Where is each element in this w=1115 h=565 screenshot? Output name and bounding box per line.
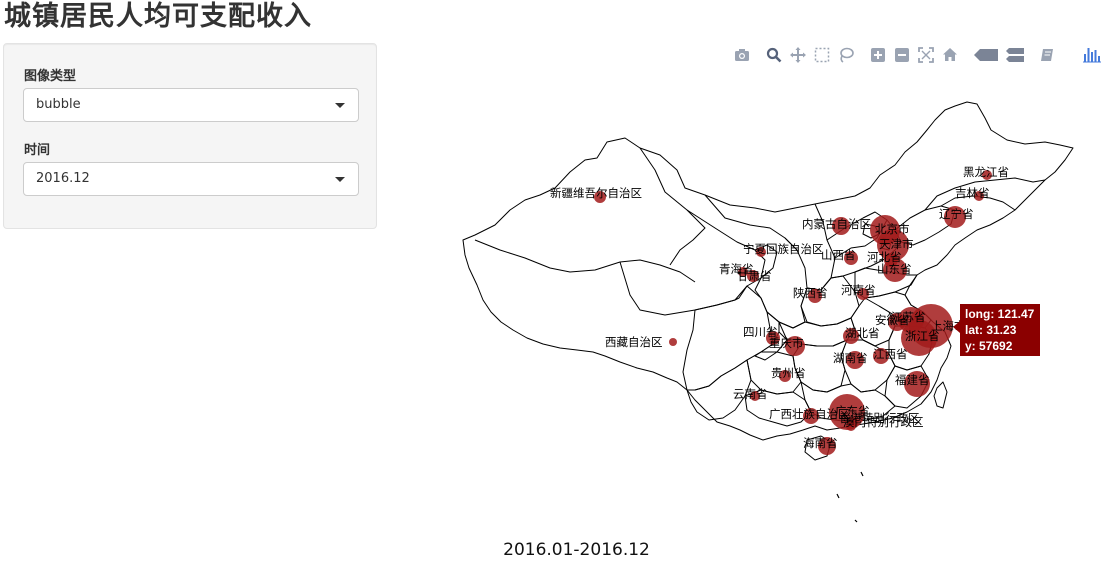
- pan-icon[interactable]: [789, 46, 807, 64]
- china-map[interactable]: 新疆维吾尔自治区西藏自治区 内蒙古自治区 黑龙江省吉林省辽宁省北京市 天津市 河北省 山西…: [455, 100, 1095, 523]
- chevron-down-icon: [335, 103, 345, 108]
- bubble-23[interactable]: [901, 320, 937, 356]
- hover-tooltip: long: 121.47 lat: 31.23 y: 57692: [960, 304, 1040, 356]
- period-label: 2016.01-2016.12: [503, 540, 650, 560]
- province-label: 澳门特别行政区: [843, 415, 924, 429]
- bubble-11[interactable]: [883, 258, 907, 282]
- bubble-25[interactable]: [873, 348, 889, 364]
- bubble-24[interactable]: [846, 351, 864, 369]
- province-label: 香港特别行政区: [839, 411, 920, 425]
- province-label: 云南省: [733, 387, 768, 401]
- province-label: 河南省: [841, 283, 876, 297]
- time-label: 时间: [24, 143, 51, 158]
- hover-compare-icon[interactable]: [1005, 46, 1025, 64]
- province-label: 江苏省: [891, 310, 926, 324]
- time-select[interactable]: 2016.12: [23, 162, 359, 196]
- province-label: 广东省: [835, 404, 870, 418]
- bubble-1[interactable]: [594, 191, 606, 203]
- province-label: 西藏自治区: [605, 335, 663, 349]
- province-label: 湖北省: [845, 326, 880, 340]
- province-label: 吉林省: [955, 186, 990, 200]
- zoom-in-icon[interactable]: [869, 46, 887, 64]
- bubble-12[interactable]: [756, 247, 766, 257]
- zoom-out-icon[interactable]: [893, 46, 911, 64]
- bubble-33[interactable]: [818, 437, 836, 455]
- hover-closest-icon[interactable]: [973, 46, 999, 64]
- box-select-icon[interactable]: [813, 46, 831, 64]
- province-label: 内蒙古自治区: [802, 217, 871, 231]
- chevron-down-icon: [335, 177, 345, 182]
- bubble-10[interactable]: [844, 251, 858, 265]
- province-label: 湖南省: [833, 351, 868, 365]
- page-title: 城镇居民人均可支配收入: [4, 1, 312, 32]
- bubble-27[interactable]: [750, 391, 760, 401]
- province-label: 黑龙江省: [963, 165, 1009, 179]
- zoom-icon[interactable]: [765, 46, 783, 64]
- bubble-6[interactable]: [944, 206, 966, 228]
- province-label: 贵州省: [771, 366, 806, 380]
- bubble-13[interactable]: [738, 267, 748, 277]
- bubble-28[interactable]: [904, 371, 930, 397]
- province-label: 青海省: [719, 262, 754, 276]
- province-label: 重庆市: [769, 336, 804, 350]
- province-label: 山西省: [821, 248, 856, 262]
- province-label: 江西省: [873, 347, 908, 361]
- bubble-19[interactable]: [843, 328, 859, 344]
- bubble-18[interactable]: [785, 336, 805, 356]
- province-label: 甘肃省: [737, 269, 772, 283]
- province-label: 天津市: [879, 237, 914, 251]
- province-label: 广西壮族自治区: [769, 407, 850, 421]
- bubble-29[interactable]: [803, 408, 819, 424]
- tooltip-y: y: 57692: [965, 339, 1013, 353]
- tooltip-long: long: 121.47: [965, 307, 1035, 321]
- province-label: 山东省: [877, 262, 912, 276]
- bubble-32[interactable]: [846, 421, 856, 431]
- province-label: 安徽省: [875, 313, 910, 327]
- province-label: 河北省: [867, 250, 902, 264]
- chart-type-value: bubble: [36, 97, 81, 112]
- bubble-8[interactable]: [877, 229, 909, 261]
- bubble-layer: [594, 170, 992, 455]
- autoscale-icon[interactable]: [917, 46, 935, 64]
- time-value: 2016.12: [36, 171, 90, 186]
- bubble-5[interactable]: [974, 191, 984, 201]
- control-panel: 图像类型 bubble 时间 2016.12: [3, 43, 377, 229]
- province-label: 宁夏回族自治区: [743, 242, 824, 256]
- lasso-icon[interactable]: [837, 46, 855, 64]
- bubble-26[interactable]: [779, 370, 791, 382]
- bubble-17[interactable]: [766, 331, 780, 345]
- chart-type-select[interactable]: bubble: [23, 88, 359, 122]
- province-label: 北京市: [875, 222, 910, 236]
- province-label: 浙江省: [905, 329, 940, 343]
- province-label: 陕西省: [793, 286, 828, 300]
- province-label: 辽宁省: [939, 207, 974, 221]
- camera-icon[interactable]: [733, 46, 751, 64]
- bubble-4[interactable]: [982, 170, 992, 180]
- plotly-logo-icon[interactable]: [1083, 46, 1101, 64]
- tooltip-arrow: [953, 321, 960, 333]
- province-label: 福建省: [895, 373, 930, 387]
- province-label: 海南省: [803, 436, 838, 450]
- province-label: 新疆维吾尔自治区: [550, 186, 642, 200]
- bubble-15[interactable]: [808, 289, 822, 303]
- tooltip-lat: lat: 31.23: [965, 323, 1017, 337]
- reset-icon[interactable]: [941, 46, 959, 64]
- bubble-16[interactable]: [857, 288, 869, 300]
- province-label: 四川省: [743, 325, 778, 339]
- bubble-14[interactable]: [747, 270, 759, 282]
- chart-type-label: 图像类型: [24, 69, 77, 84]
- modebar: [0, 46, 1115, 66]
- bubble-3[interactable]: [832, 217, 850, 235]
- bubble-2[interactable]: [669, 338, 677, 346]
- toggle-spikelines-icon[interactable]: [1039, 46, 1057, 64]
